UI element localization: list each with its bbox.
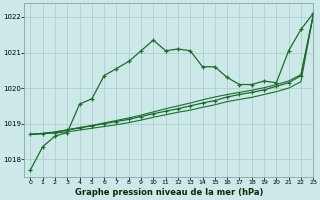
X-axis label: Graphe pression niveau de la mer (hPa): Graphe pression niveau de la mer (hPa) bbox=[75, 188, 263, 197]
